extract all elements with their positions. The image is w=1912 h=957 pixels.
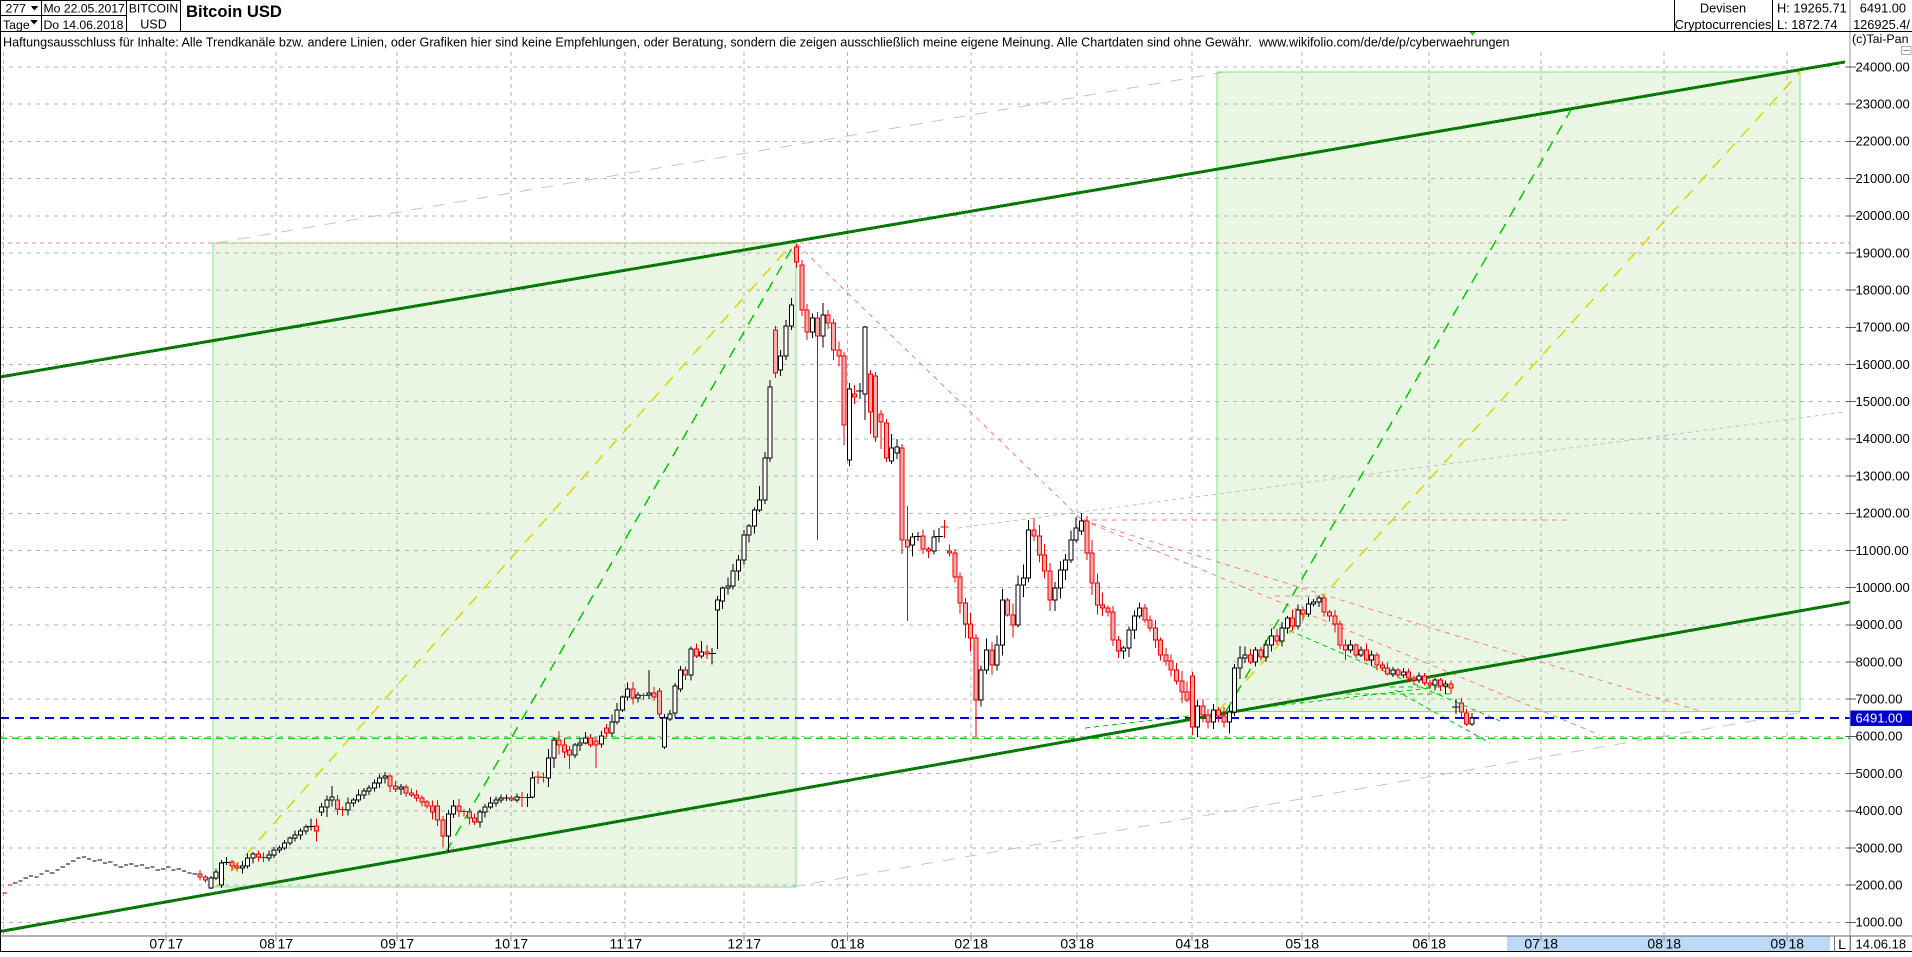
svg-text:09: 09 <box>1770 936 1786 952</box>
svg-text:06: 06 <box>1412 936 1428 952</box>
svg-text:17: 17 <box>399 936 415 952</box>
svg-text:USD: USD <box>140 18 167 32</box>
svg-text:9000.00: 9000.00 <box>1856 617 1903 632</box>
svg-text:07: 07 <box>1524 936 1540 952</box>
svg-text:BITCOIN: BITCOIN <box>129 2 178 16</box>
svg-text:17: 17 <box>168 936 184 952</box>
svg-text:6000.00: 6000.00 <box>1856 729 1903 744</box>
svg-text:16000.00: 16000.00 <box>1856 357 1910 372</box>
svg-text:5000.00: 5000.00 <box>1856 766 1903 781</box>
svg-text:09: 09 <box>380 936 396 952</box>
svg-text:03: 03 <box>1060 936 1076 952</box>
svg-text:12: 12 <box>727 936 743 952</box>
svg-text:4000.00: 4000.00 <box>1856 803 1903 818</box>
svg-text:H: 19265.71: H: 19265.71 <box>1777 1 1847 16</box>
svg-text:Haftungsausschluss für Inhalte: Haftungsausschluss für Inhalte: Alle Tre… <box>3 36 1510 50</box>
svg-text:05: 05 <box>1285 936 1301 952</box>
svg-text:Tage: Tage <box>3 18 30 32</box>
svg-text:18: 18 <box>1666 936 1682 952</box>
svg-text:20000.00: 20000.00 <box>1856 208 1910 223</box>
svg-text:8000.00: 8000.00 <box>1856 654 1903 669</box>
svg-text:14.06.18: 14.06.18 <box>1856 937 1907 952</box>
svg-text:22000.00: 22000.00 <box>1856 134 1910 149</box>
svg-text:17: 17 <box>278 936 294 952</box>
svg-text:17: 17 <box>746 936 762 952</box>
svg-text:Bitcoin USD: Bitcoin USD <box>186 2 282 21</box>
svg-text:18: 18 <box>849 936 865 952</box>
svg-text:21000.00: 21000.00 <box>1856 171 1910 186</box>
svg-text:10: 10 <box>494 936 510 952</box>
svg-text:17: 17 <box>627 936 643 952</box>
svg-text:18: 18 <box>1304 936 1320 952</box>
svg-text:02: 02 <box>954 936 970 952</box>
svg-text:04: 04 <box>1175 936 1191 952</box>
svg-text:(c)Tai-Pan: (c)Tai-Pan <box>1852 32 1909 46</box>
svg-text:11: 11 <box>609 936 624 952</box>
svg-text:7000.00: 7000.00 <box>1856 692 1903 707</box>
svg-text:11000.00: 11000.00 <box>1856 543 1909 558</box>
svg-text:126925.4/: 126925.4/ <box>1853 17 1910 32</box>
svg-text:18: 18 <box>973 936 989 952</box>
svg-text:6491.00: 6491.00 <box>1856 711 1903 726</box>
svg-text:18000.00: 18000.00 <box>1856 282 1910 297</box>
svg-text:3000.00: 3000.00 <box>1856 840 1903 855</box>
svg-text:10000.00: 10000.00 <box>1856 580 1910 595</box>
svg-text:18: 18 <box>1789 936 1805 952</box>
svg-text:17000.00: 17000.00 <box>1856 320 1910 335</box>
svg-text:07: 07 <box>149 936 165 952</box>
svg-text:18: 18 <box>1194 936 1210 952</box>
svg-text:Devisen: Devisen <box>1700 1 1746 16</box>
svg-text:24000.00: 24000.00 <box>1856 59 1910 74</box>
svg-text:277: 277 <box>6 2 27 16</box>
svg-text:18: 18 <box>1079 936 1095 952</box>
svg-text:14000.00: 14000.00 <box>1856 431 1910 446</box>
svg-text:6491.00: 6491.00 <box>1860 1 1906 16</box>
svg-text:01: 01 <box>831 936 847 952</box>
svg-text:Do 14.06.2018: Do 14.06.2018 <box>44 18 124 32</box>
svg-text:L: 1872.74: L: 1872.74 <box>1777 17 1838 32</box>
svg-text:Mo 22.05.2017: Mo 22.05.2017 <box>44 2 126 16</box>
svg-text:23000.00: 23000.00 <box>1856 96 1910 111</box>
svg-text:08: 08 <box>259 936 275 952</box>
svg-text:08: 08 <box>1647 936 1663 952</box>
svg-text:12000.00: 12000.00 <box>1856 506 1910 521</box>
svg-text:2000.00: 2000.00 <box>1856 878 1903 893</box>
svg-text:17: 17 <box>513 936 529 952</box>
svg-text:Cryptocurrencies: Cryptocurrencies <box>1675 17 1772 32</box>
svg-text:18: 18 <box>1431 936 1447 952</box>
svg-text:15000.00: 15000.00 <box>1856 394 1910 409</box>
svg-text:18: 18 <box>1543 936 1559 952</box>
svg-text:13000.00: 13000.00 <box>1856 468 1910 483</box>
svg-text:19000.00: 19000.00 <box>1856 245 1910 260</box>
svg-text:L: L <box>1838 936 1846 952</box>
svg-text:1000.00: 1000.00 <box>1856 915 1903 930</box>
